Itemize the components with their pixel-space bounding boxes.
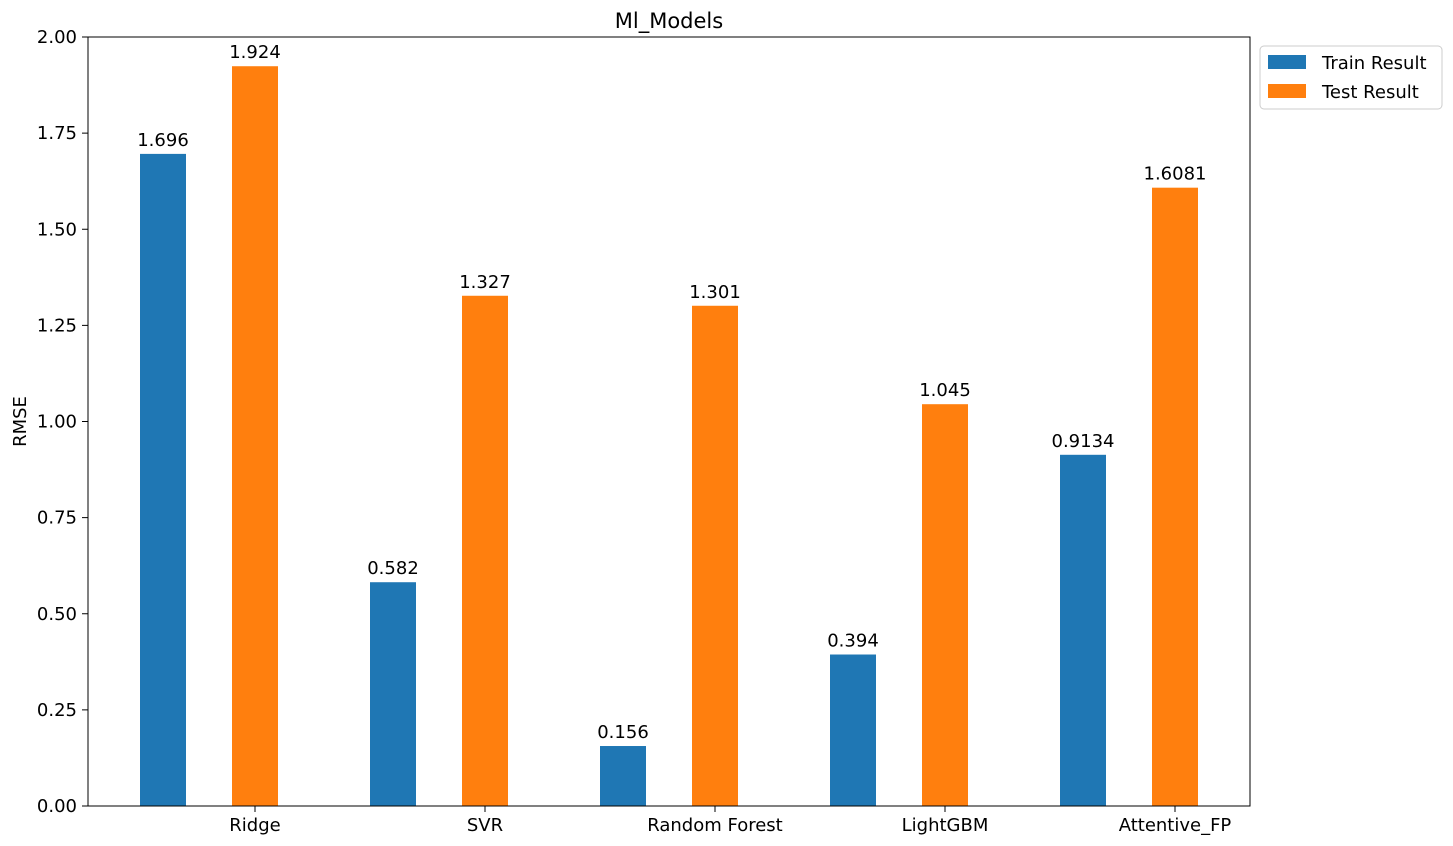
bar-value-label: 1.301 (689, 282, 741, 303)
test-bar (692, 305, 738, 806)
x-tick-label: SVR (467, 815, 503, 836)
bar-value-label: 0.582 (367, 558, 419, 579)
y-tick-label: 0.50 (37, 604, 77, 625)
train-bar (1060, 454, 1106, 806)
y-tick-label: 0.00 (37, 796, 77, 817)
x-tick-label: Ridge (229, 815, 280, 836)
bar-group: 0.9134 1.6081 (1052, 164, 1207, 806)
x-tick-label: LightGBM (902, 815, 989, 836)
bar-value-label: 0.156 (597, 722, 649, 743)
test-bar (922, 404, 968, 806)
y-axis: 0.00 0.25 0.50 0.75 1.00 1.25 1.50 1.75 2.00 (37, 27, 88, 817)
bar-value-label: 0.394 (827, 631, 879, 652)
y-tick-label: 1.75 (37, 123, 77, 144)
x-axis: Ridge SVR Random Forest LightGBM Attentive_F… (229, 806, 1231, 836)
y-tick-label: 2.00 (37, 27, 77, 48)
legend: Train Result Test Result (1259, 45, 1443, 110)
x-tick-label: Random Forest (647, 815, 782, 836)
plot-area: 1.696 1.924 0.582 1.327 0.156 1.301 0.394 1.045… (137, 42, 1207, 807)
bar-value-label: 1.696 (137, 130, 189, 151)
y-tick-label: 0.75 (37, 508, 77, 529)
legend-swatch (1268, 84, 1306, 98)
bar-value-label: 0.9134 (1052, 431, 1115, 452)
legend-swatch (1268, 55, 1306, 69)
test-bar (232, 66, 278, 807)
y-tick-label: 0.25 (37, 700, 77, 721)
train-bar (830, 654, 876, 806)
chart-title: Ml_Models (615, 9, 723, 34)
bar-group: 1.696 1.924 (137, 42, 281, 807)
bar-group: 0.394 1.045 (827, 380, 971, 806)
legend-label: Test Result (1321, 82, 1419, 103)
legend-label: Train Result (1321, 53, 1427, 74)
train-bar (140, 153, 186, 806)
bar-value-label: 1.045 (919, 380, 971, 401)
bar-value-label: 1.924 (229, 42, 281, 63)
test-bar (462, 295, 508, 806)
y-tick-label: 1.00 (37, 412, 77, 433)
bar-group: 0.156 1.301 (597, 282, 741, 806)
y-tick-label: 1.50 (37, 219, 77, 240)
bar-value-label: 1.6081 (1144, 164, 1207, 185)
y-axis-label: RMSE (10, 396, 31, 447)
train-bar (600, 746, 646, 806)
x-tick-label: Attentive_FP (1119, 815, 1232, 836)
bar-group: 0.582 1.327 (367, 272, 511, 806)
train-bar (370, 582, 416, 806)
y-tick-label: 1.25 (37, 315, 77, 336)
bar-value-label: 1.327 (459, 272, 511, 293)
test-bar (1152, 187, 1198, 806)
